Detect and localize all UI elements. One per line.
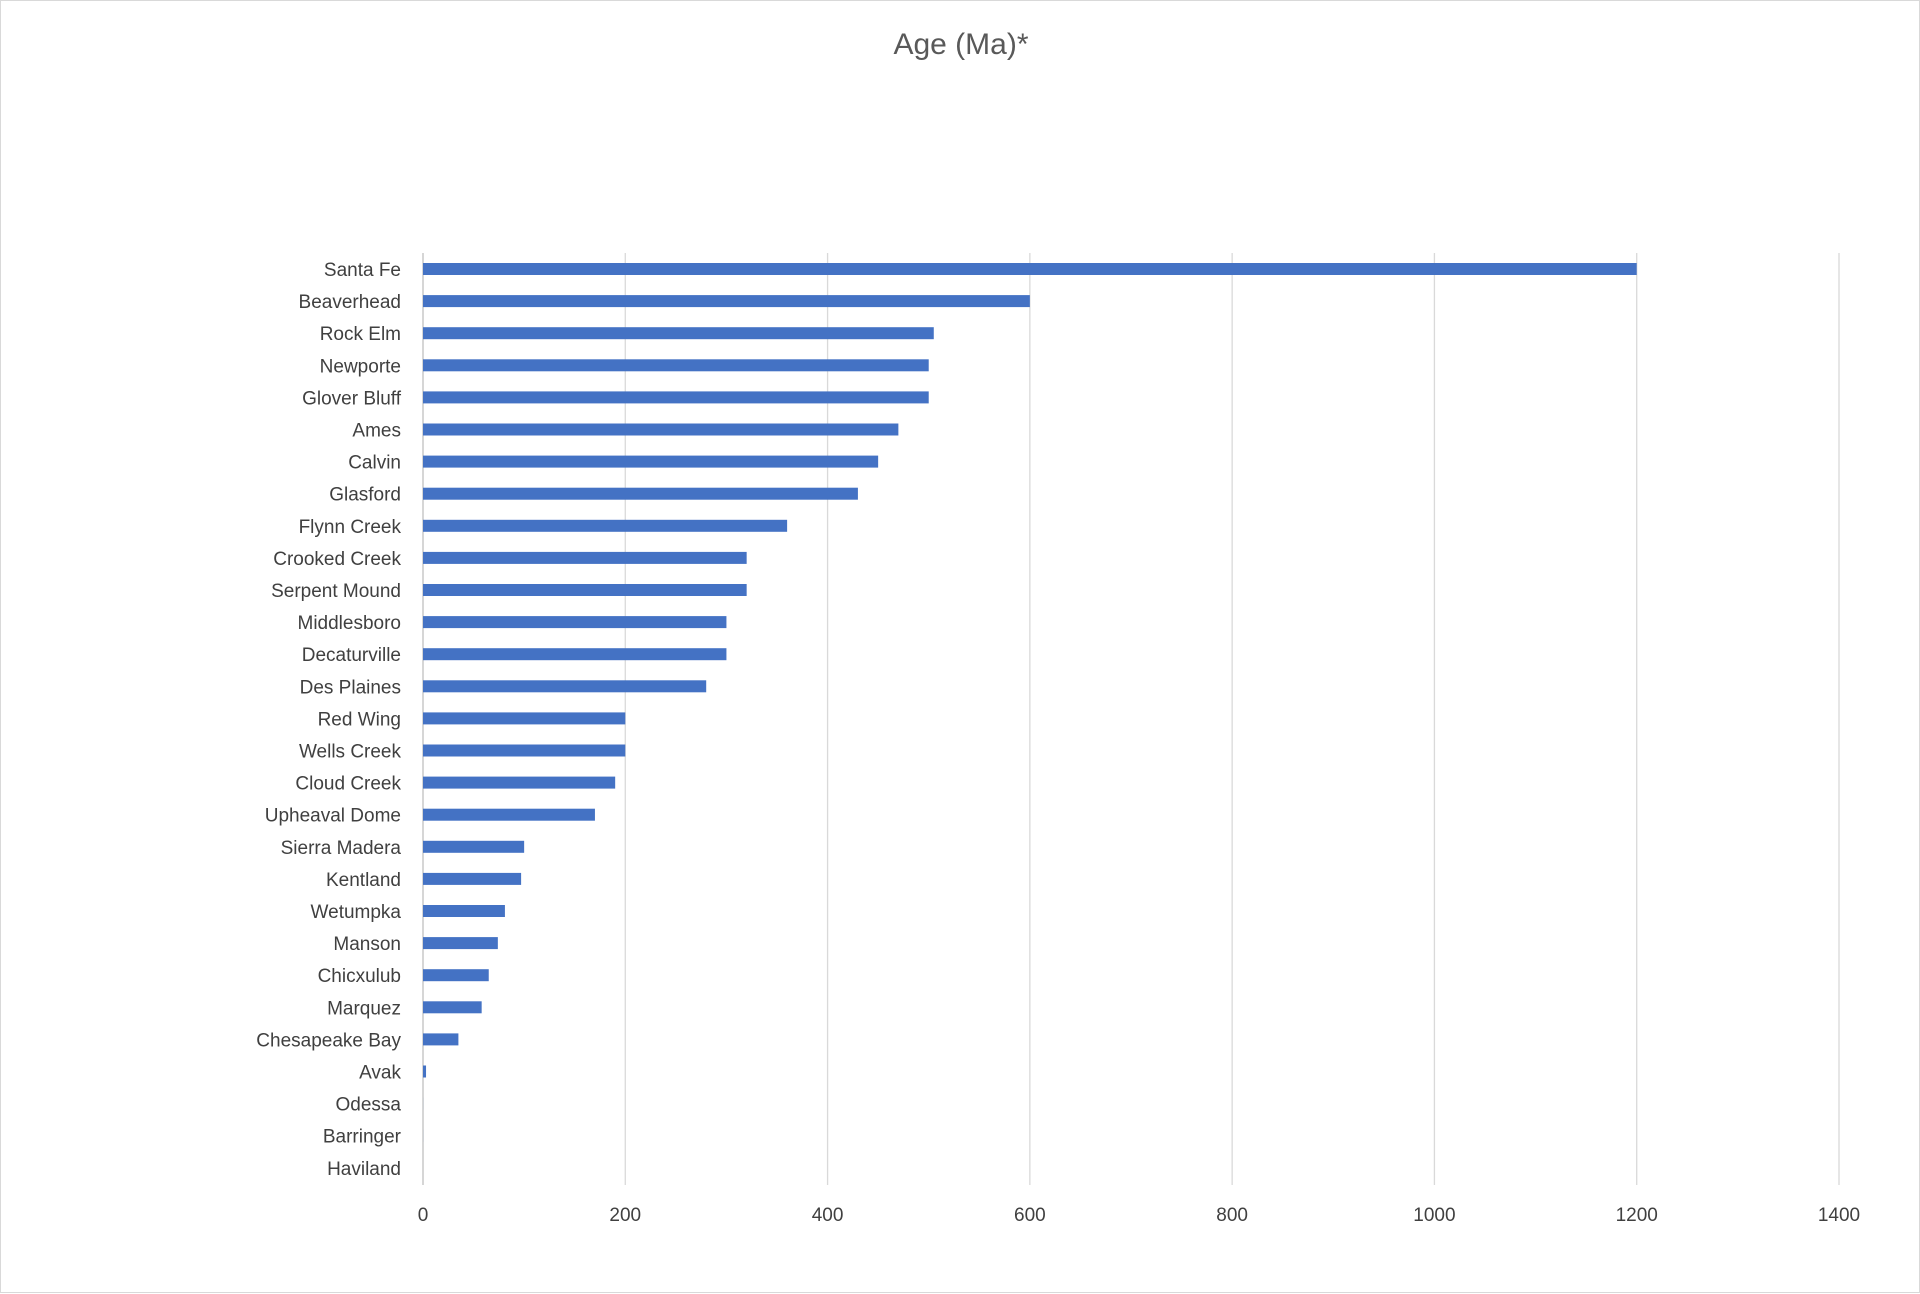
category-label: Serpent Mound xyxy=(271,581,401,602)
bar xyxy=(423,584,747,596)
bar xyxy=(423,937,498,949)
bar xyxy=(423,520,787,532)
x-tick-label: 800 xyxy=(1216,1205,1248,1226)
category-labels: Santa Fe Beaverhead Rock Elm Newporte Glover… xyxy=(256,260,401,1180)
category-label: Newporte xyxy=(320,356,401,377)
category-label: Glover Bluff xyxy=(302,388,402,409)
chart-title: Age (Ma)* xyxy=(893,28,1028,61)
category-label: Glasford xyxy=(329,485,401,506)
category-label: Manson xyxy=(333,934,401,955)
category-label: Beaverhead xyxy=(299,292,401,313)
bar xyxy=(423,616,726,628)
bar xyxy=(423,263,1637,275)
bar xyxy=(423,1033,458,1045)
category-label: Barringer xyxy=(323,1127,402,1148)
bar xyxy=(423,905,505,917)
bar xyxy=(423,391,929,403)
category-label: Haviland xyxy=(327,1159,401,1180)
category-label: Wells Creek xyxy=(299,742,402,763)
x-tick-label: 0 xyxy=(418,1205,429,1226)
category-label: Chicxulub xyxy=(318,966,401,987)
category-label: Santa Fe xyxy=(324,260,401,281)
category-label: Kentland xyxy=(326,870,401,891)
bar xyxy=(423,777,615,789)
bar xyxy=(423,873,521,885)
bar xyxy=(423,648,726,660)
bar xyxy=(423,841,524,853)
category-label: Marquez xyxy=(327,998,401,1019)
category-label: Avak xyxy=(359,1063,401,1084)
bar xyxy=(423,488,858,500)
category-label: Ames xyxy=(352,421,401,442)
bar xyxy=(423,1001,482,1013)
x-tick-label: 1400 xyxy=(1818,1205,1860,1226)
x-tick-label: 1000 xyxy=(1413,1205,1455,1226)
category-label: Des Plaines xyxy=(300,677,401,698)
bar xyxy=(423,552,747,564)
category-label: Decaturville xyxy=(302,645,401,666)
bar xyxy=(423,295,1030,307)
x-tick-labels: 0 200 400 600 800 1000 1200 1400 xyxy=(418,1205,1860,1226)
bar xyxy=(423,745,625,757)
bar xyxy=(423,680,706,692)
bar xyxy=(423,456,878,468)
category-label: Odessa xyxy=(336,1095,402,1116)
category-label: Sierra Madera xyxy=(281,838,402,859)
category-label: Calvin xyxy=(348,453,401,474)
bar xyxy=(423,1066,426,1078)
bar xyxy=(423,327,934,339)
category-label: Flynn Creek xyxy=(299,517,402,538)
bar xyxy=(423,712,625,724)
category-label: Rock Elm xyxy=(320,324,401,345)
x-tick-label: 600 xyxy=(1014,1205,1046,1226)
bar xyxy=(423,969,489,981)
x-tick-label: 200 xyxy=(609,1205,641,1226)
category-label: Chesapeake Bay xyxy=(256,1030,401,1051)
category-label: Cloud Creek xyxy=(295,774,401,795)
category-label: Middlesboro xyxy=(298,613,402,634)
x-tick-label: 1200 xyxy=(1616,1205,1658,1226)
bar xyxy=(423,424,898,436)
bar xyxy=(423,809,595,821)
category-label: Upheaval Dome xyxy=(265,806,401,827)
category-label: Wetumpka xyxy=(311,902,402,923)
category-label: Red Wing xyxy=(318,709,401,730)
bar xyxy=(423,359,929,371)
category-label: Crooked Creek xyxy=(273,549,401,570)
x-tick-label: 400 xyxy=(812,1205,844,1226)
